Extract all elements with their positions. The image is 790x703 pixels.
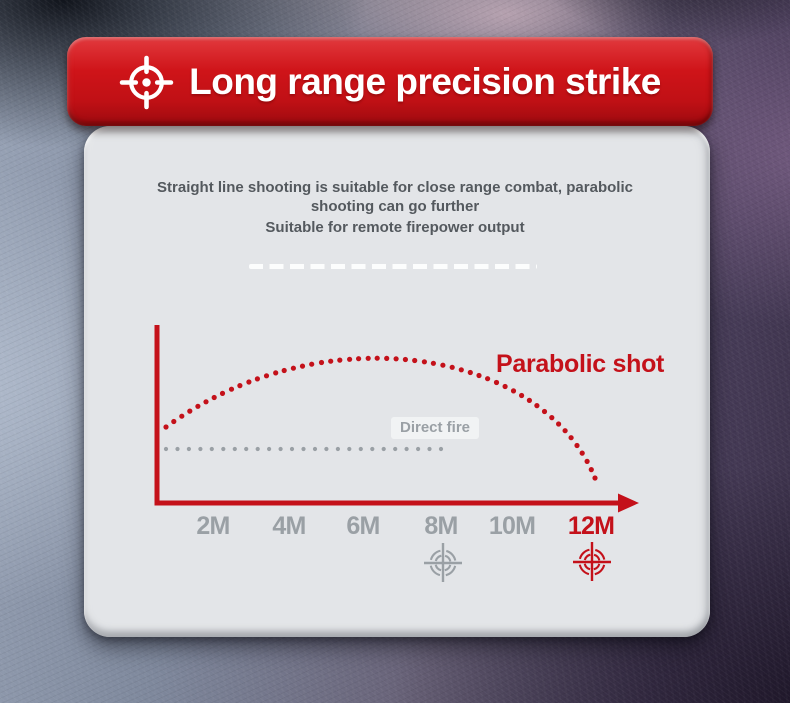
description-line-2: shooting can go further xyxy=(310,198,480,215)
description-line-3: Suitable for remote firepower output xyxy=(265,219,525,236)
crosshair-icon xyxy=(119,55,174,110)
parabolic-shot-label: Parabolic shot xyxy=(496,350,665,378)
info-card xyxy=(84,126,710,637)
dashed-divider xyxy=(249,264,537,269)
direct-fire-label: Direct fire xyxy=(391,417,480,439)
banner-title: Long range precision strike xyxy=(189,60,661,102)
description-line-1: Straight line shooting is suitable for c… xyxy=(157,179,633,196)
title-banner: Long range precision strike xyxy=(67,37,713,126)
